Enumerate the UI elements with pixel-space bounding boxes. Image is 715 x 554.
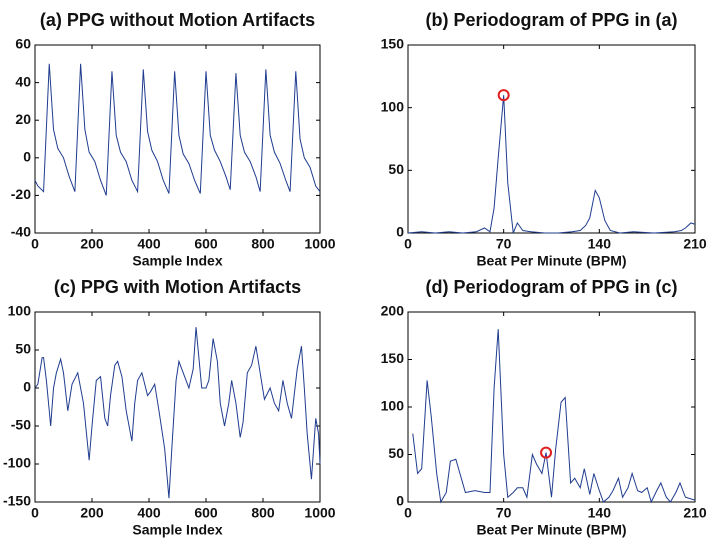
y-tick-label: 60 [15, 36, 31, 52]
y-tick-label: -100 [3, 455, 31, 471]
y-tick-label: 0 [396, 493, 404, 509]
y-tick-label: 50 [15, 341, 31, 357]
panel-title: (c) PPG with Motion Artifacts [54, 277, 301, 297]
signal-line [407, 95, 696, 234]
y-tick-label: 200 [381, 303, 405, 319]
x-tick-label: 0 [404, 505, 412, 521]
x-tick-label: 140 [588, 236, 612, 252]
y-tick-label: 0 [23, 149, 31, 165]
y-tick-label: 50 [388, 445, 404, 461]
y-tick-label: -50 [11, 417, 31, 433]
signal-line [34, 63, 321, 196]
x-tick-label: 600 [194, 236, 218, 252]
axes-frame [407, 44, 696, 234]
x-tick-label: 600 [194, 505, 218, 521]
x-tick-label: 210 [683, 505, 707, 521]
peak-marker [540, 446, 553, 459]
y-tick-label: 20 [15, 111, 31, 127]
y-tick-label: 100 [8, 303, 32, 319]
x-axis-label: Sample Index [132, 253, 222, 269]
x-axis-label: Beat Per Minute (BPM) [476, 522, 626, 538]
x-axis-label: Beat Per Minute (BPM) [476, 253, 626, 269]
panel-title: (b) Periodogram of PPG in (a) [425, 10, 677, 30]
signal-line [412, 329, 696, 504]
x-tick-label: 200 [80, 505, 104, 521]
y-tick-label: 100 [381, 98, 405, 114]
panel-title: (a) PPG without Motion Artifacts [40, 10, 315, 30]
x-tick-label: 400 [137, 236, 161, 252]
panel-title: (d) Periodogram of PPG in (c) [425, 277, 677, 297]
axes-frame [34, 311, 321, 503]
y-tick-label: 150 [381, 350, 405, 366]
x-tick-label: 0 [404, 236, 412, 252]
x-tick-label: 200 [80, 236, 104, 252]
signal-line [34, 327, 321, 499]
y-tick-label: 0 [23, 379, 31, 395]
axes-frame [34, 44, 321, 234]
x-tick-label: 140 [588, 505, 612, 521]
y-tick-label: -150 [3, 493, 31, 509]
axes-frame [407, 311, 696, 503]
x-tick-label: 400 [137, 505, 161, 521]
x-tick-label: 1000 [304, 236, 335, 252]
y-tick-label: -40 [11, 224, 31, 240]
x-tick-label: 800 [251, 505, 275, 521]
x-axis-label: Sample Index [132, 522, 222, 538]
y-tick-label: 100 [381, 398, 405, 414]
y-tick-label: 150 [381, 36, 405, 52]
y-tick-label: 40 [15, 73, 31, 89]
peak-marker [497, 89, 510, 102]
x-tick-label: 0 [31, 505, 39, 521]
y-tick-label: 0 [396, 224, 404, 240]
x-tick-label: 70 [496, 236, 512, 252]
x-tick-label: 800 [251, 236, 275, 252]
x-tick-label: 210 [683, 236, 707, 252]
x-tick-label: 0 [31, 236, 39, 252]
x-tick-label: 1000 [304, 505, 335, 521]
x-tick-label: 70 [496, 505, 512, 521]
y-tick-label: 50 [388, 161, 404, 177]
y-tick-label: -20 [11, 186, 31, 202]
